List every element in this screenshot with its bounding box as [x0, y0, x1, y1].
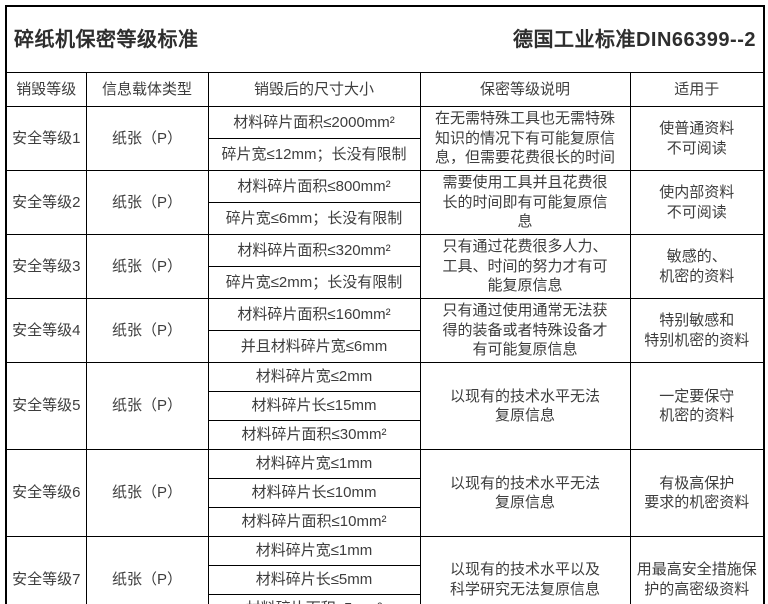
column-header-description: 保密等级说明 — [419, 72, 631, 107]
table-row: 安全等级4 纸张（P） 材料碎片面积≤160mm² 只有通过使用通常无法获 得的… — [5, 298, 765, 363]
cell-description: 只有通过花费很多人力、 工具、时间的努力才有可 能复原信息 — [419, 234, 631, 299]
cell-applicable: 一定要保守 机密的资料 — [629, 362, 765, 450]
cell-description: 需要使用工具并且花费很 长的时间即有可能复原信 息 — [419, 170, 631, 235]
cell-level: 安全等级7 — [5, 536, 87, 604]
column-header-level: 销毁等级 — [5, 72, 87, 107]
cell-size-spec: 并且材料碎片宽≤6mm — [207, 330, 421, 363]
cell-level: 安全等级5 — [5, 362, 87, 450]
cell-carrier: 纸张（P） — [85, 298, 209, 363]
cell-level: 安全等级1 — [5, 106, 87, 171]
cell-carrier: 纸张（P） — [85, 170, 209, 235]
cell-applicable: 使普通资料 不可阅读 — [629, 106, 765, 171]
cell-carrier: 纸张（P） — [85, 449, 209, 537]
table-title: 碎纸机保密等级标准 德国工业标准DIN66399--2 销毁等级 信息载体类型 … — [5, 6, 765, 107]
table-header-row: 销毁等级 信息载体类型 销毁后的尺寸大小 保密等级说明 适用于 — [5, 72, 765, 107]
cell-size-spec: 碎片宽≤2mm；长没有限制 — [207, 266, 421, 299]
cell-size-spec: 材料碎片长≤5mm — [207, 565, 421, 595]
cell-applicable: 敏感的、 机密的资料 — [629, 234, 765, 299]
cell-size-spec: 材料碎片面积≤160mm² — [207, 298, 421, 331]
cell-carrier: 纸张（P） — [85, 536, 209, 604]
table-row: 安全等级6 纸张（P） 材料碎片宽≤1mm 以现有的技术水平无法 复原信息 有极… — [5, 449, 765, 537]
title-cell: 碎纸机保密等级标准 德国工业标准DIN66399--2 — [6, 6, 764, 73]
table-row: 安全等级2 纸张（P） 材料碎片面积≤800mm² 需要使用工具并且花费很 长的… — [5, 170, 765, 235]
cell-description: 在无需特殊工具也无需特殊 知识的情况下有可能复原信 息，但需要花费很长的时间 — [419, 106, 631, 171]
cell-description: 以现有的技术水平无法 复原信息 — [419, 449, 631, 537]
cell-size-spec: 材料碎片长≤15mm — [207, 391, 421, 421]
cell-description: 只有通过使用通常无法获 得的装备或者特殊设备才 有可能复原信息 — [419, 298, 631, 363]
cell-applicable: 特别敏感和 特别机密的资料 — [629, 298, 765, 363]
cell-description: 以现有的技术水平以及 科学研究无法复原信息 — [419, 536, 631, 604]
cell-size-spec: 材料碎片面积≤30mm² — [207, 420, 421, 450]
cell-size-spec: 碎片宽≤12mm；长没有限制 — [207, 138, 421, 171]
cell-size-spec: 材料碎片面积≤800mm² — [207, 170, 421, 203]
cell-size-spec: 材料碎片面积≤10mm² — [207, 507, 421, 537]
cell-applicable: 用最高安全措施保 护的高密级资料 — [629, 536, 765, 604]
cell-carrier: 纸张（P） — [85, 106, 209, 171]
column-header-applicable: 适用于 — [629, 72, 765, 107]
security-levels-table: 碎纸机保密等级标准 德国工业标准DIN66399--2 销毁等级 信息载体类型 … — [5, 5, 765, 604]
cell-level: 安全等级2 — [5, 170, 87, 235]
cell-size-spec: 碎片宽≤6mm；长没有限制 — [207, 202, 421, 235]
table-row: 安全等级1 纸张（P） 材料碎片面积≤2000mm² 在无需特殊工具也无需特殊 … — [5, 106, 765, 171]
cell-applicable: 使内部资料 不可阅读 — [629, 170, 765, 235]
cell-size-spec: 材料碎片面积≤5mm² — [207, 594, 421, 604]
page-title: 碎纸机保密等级标准 — [14, 28, 199, 51]
cell-level: 安全等级3 — [5, 234, 87, 299]
cell-applicable: 有极高保护 要求的机密资料 — [629, 449, 765, 537]
cell-size-spec: 材料碎片宽≤1mm — [207, 449, 421, 479]
cell-size-spec: 材料碎片长≤10mm — [207, 478, 421, 508]
cell-description: 以现有的技术水平无法 复原信息 — [419, 362, 631, 450]
standard-ref: 德国工业标准DIN66399--2 — [512, 28, 756, 51]
column-header-size: 销毁后的尺寸大小 — [207, 72, 421, 107]
table-row: 安全等级7 纸张（P） 材料碎片宽≤1mm 以现有的技术水平以及 科学研究无法复… — [5, 536, 765, 604]
cell-size-spec: 材料碎片宽≤2mm — [207, 362, 421, 392]
cell-carrier: 纸张（P） — [85, 234, 209, 299]
cell-size-spec: 材料碎片面积≤320mm² — [207, 234, 421, 267]
cell-size-spec: 材料碎片面积≤2000mm² — [207, 106, 421, 139]
table-row: 安全等级5 纸张（P） 材料碎片宽≤2mm 以现有的技术水平无法 复原信息 一定… — [5, 362, 765, 450]
cell-level: 安全等级4 — [5, 298, 87, 363]
table-row: 安全等级3 纸张（P） 材料碎片面积≤320mm² 只有通过花费很多人力、 工具… — [5, 234, 765, 299]
cell-carrier: 纸张（P） — [85, 362, 209, 450]
cell-level: 安全等级6 — [5, 449, 87, 537]
cell-size-spec: 材料碎片宽≤1mm — [207, 536, 421, 566]
column-header-carrier: 信息载体类型 — [85, 72, 209, 107]
